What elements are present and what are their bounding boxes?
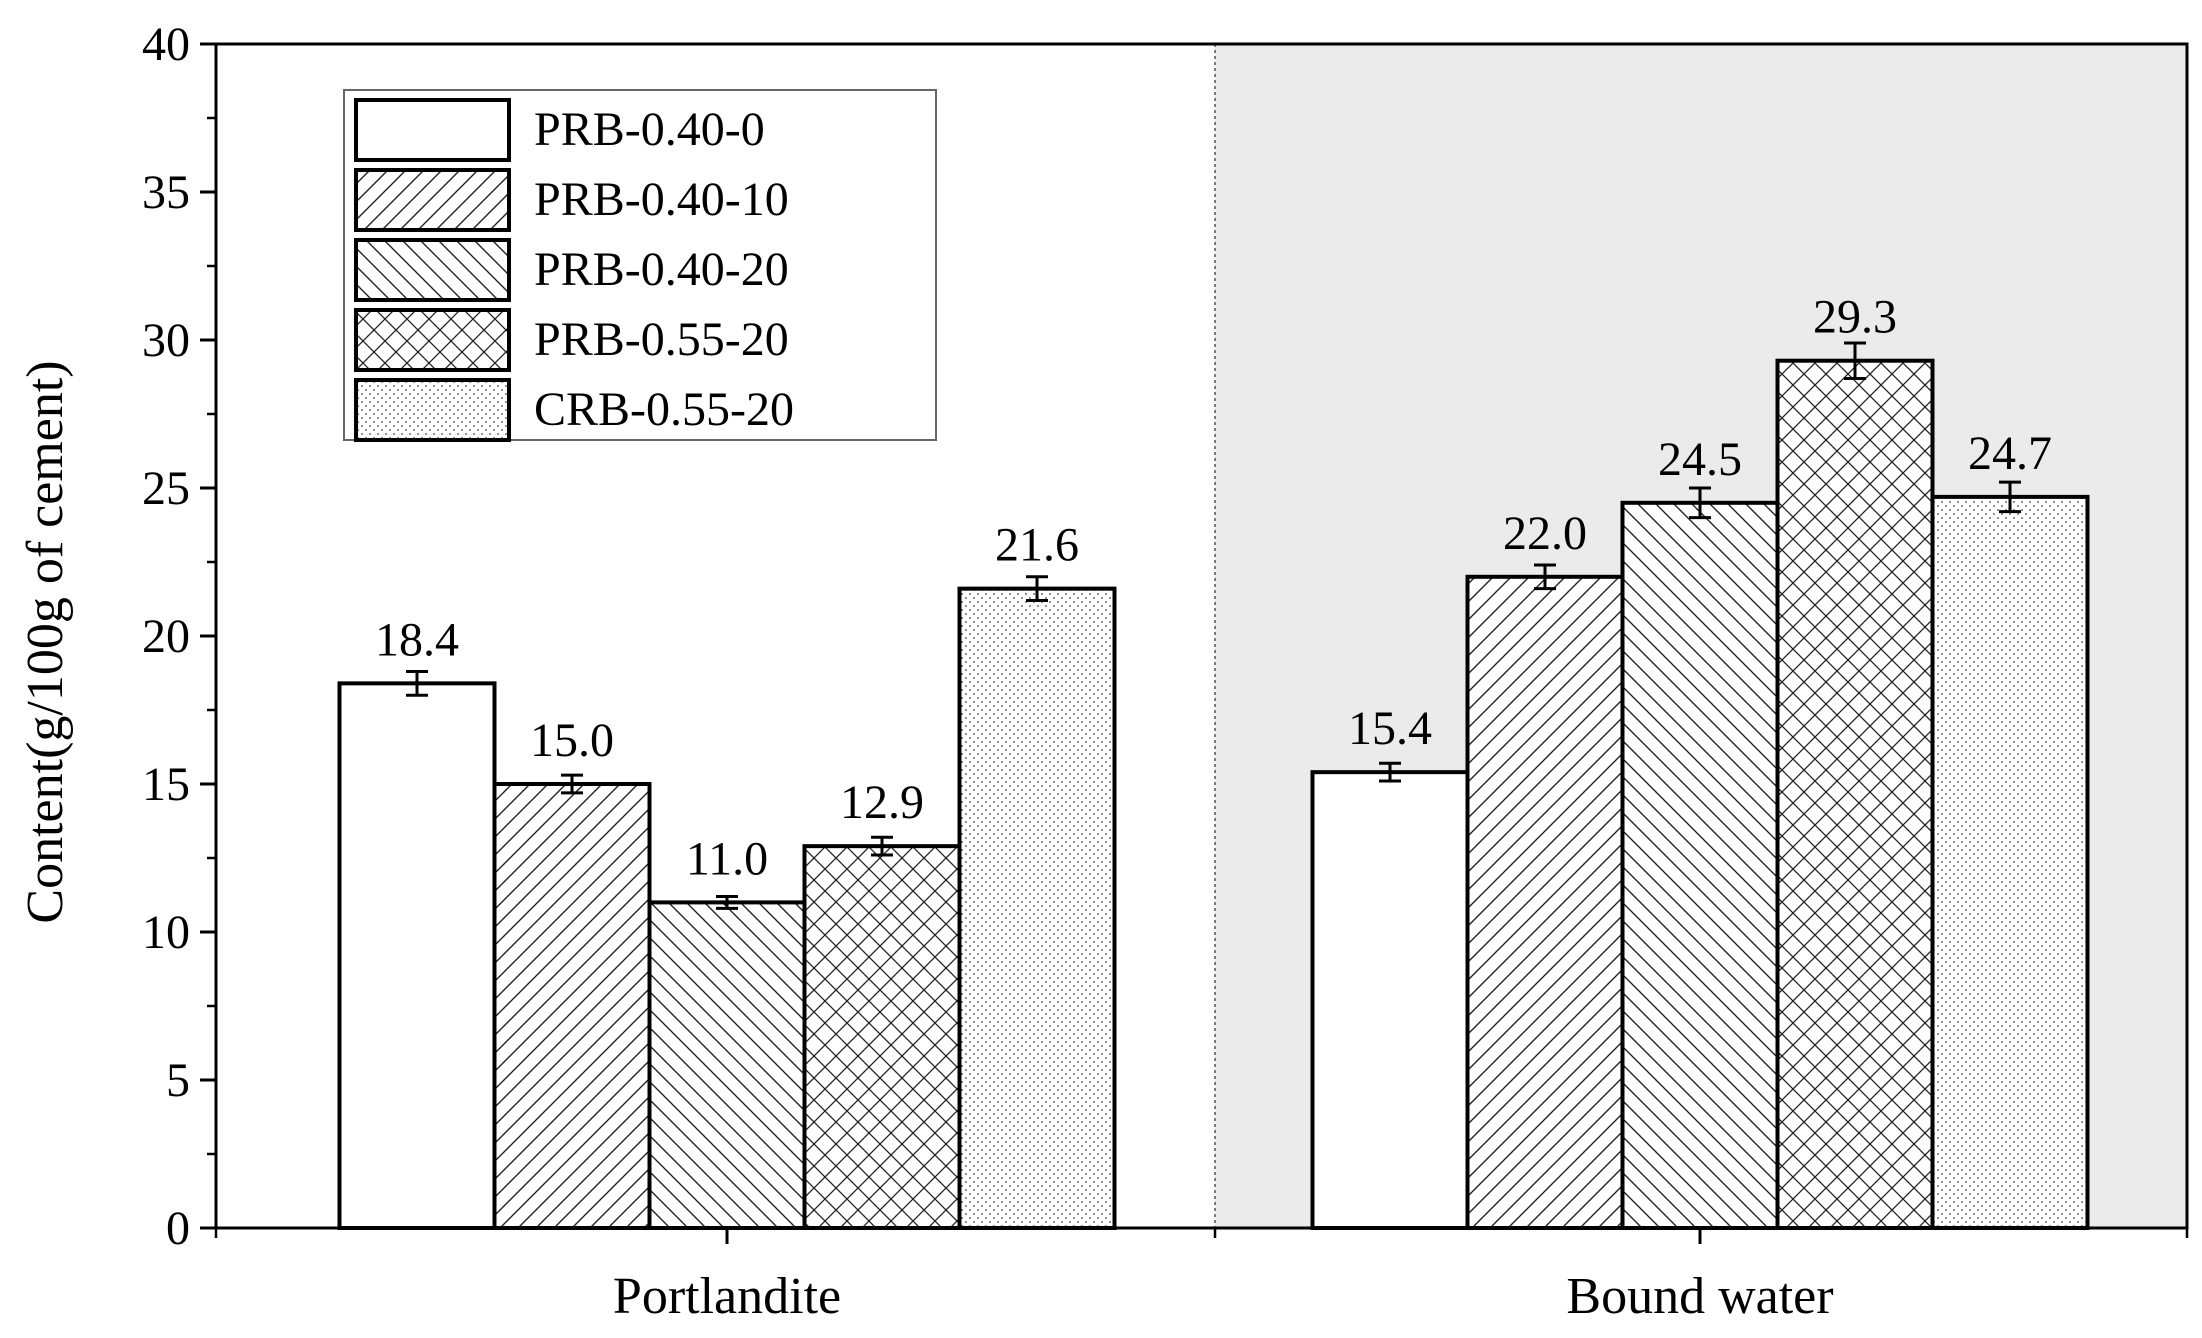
bar-PRB-0.55-20-Bound water <box>1775 358 1935 1231</box>
data-label: 24.5 <box>1658 433 1742 486</box>
y-tick-label: 20 <box>142 610 190 663</box>
bar-PRB-0.40-20-Portlandite <box>647 900 807 1231</box>
bar-PRB-0.40-20-Bound water <box>1620 500 1780 1230</box>
y-tick-label: 10 <box>142 906 190 959</box>
data-label: 15.4 <box>1348 702 1432 755</box>
legend-swatch <box>354 308 511 372</box>
bar-CRB-0.55-20-Portlandite <box>957 586 1117 1230</box>
y-tick-label: 25 <box>142 462 190 515</box>
bar-PRB-0.40-0-Bound water <box>1310 770 1470 1230</box>
bar-CRB-0.55-20-Bound water <box>1930 494 2090 1230</box>
y-tick-label: 5 <box>166 1054 190 1107</box>
legend-label: CRB-0.55-20 <box>534 383 794 436</box>
data-label: 21.6 <box>995 519 1079 572</box>
data-label: 29.3 <box>1813 291 1897 344</box>
legend-swatch <box>354 98 511 162</box>
data-label: 22.0 <box>1503 507 1587 560</box>
data-label: 18.4 <box>375 613 459 666</box>
y-tick-label: 35 <box>142 166 190 219</box>
legend-label: PRB-0.40-0 <box>534 103 765 156</box>
data-label: 12.9 <box>840 776 924 829</box>
bar-PRB-0.40-10-Portlandite <box>492 782 652 1230</box>
y-tick-label: 30 <box>142 314 190 367</box>
bar-PRB-0.55-20-Portlandite <box>802 844 962 1230</box>
legend-swatch <box>354 238 511 302</box>
data-label: 11.0 <box>686 832 768 885</box>
legend-swatch <box>354 168 511 232</box>
legend-label: PRB-0.40-20 <box>534 243 789 296</box>
legend-label: PRB-0.40-10 <box>534 173 789 226</box>
data-label: 15.0 <box>530 714 614 767</box>
legend-label: PRB-0.55-20 <box>534 313 789 366</box>
y-axis-label: Content(g/100g of cement) <box>17 360 74 923</box>
bar-PRB-0.40-0-Portlandite <box>337 681 497 1230</box>
x-tick-label: Portlandite <box>613 1268 841 1325</box>
legend-swatch <box>354 378 511 442</box>
y-tick-label: 15 <box>142 758 190 811</box>
bar-PRB-0.40-10-Bound water <box>1465 574 1625 1230</box>
y-tick-label: 40 <box>142 18 190 71</box>
y-tick-label: 0 <box>166 1202 190 1255</box>
data-label: 24.7 <box>1968 427 2052 480</box>
x-tick-label: Bound water <box>1566 1268 1833 1325</box>
